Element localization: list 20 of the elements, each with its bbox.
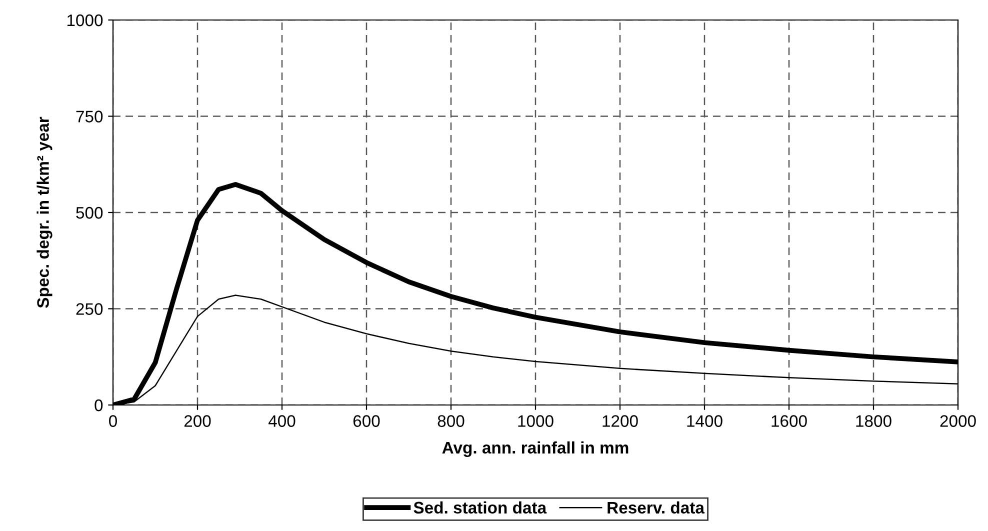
legend-label: Reserv. data [608,501,705,514]
x-tick-label: 200 [184,415,211,427]
x-tick-label: 1400 [687,415,722,427]
y-tick-label: 1000 [67,14,103,26]
y-axis-title: Spec. degr. in t/km² year [36,116,52,308]
y-tick-label: 750 [76,110,103,122]
x-tick-label: 400 [268,415,296,427]
y-tick-label: 0 [94,399,103,412]
x-tick-label: 1200 [602,415,638,427]
x-tick-label: 0 [109,415,117,427]
y-tick-label: 500 [76,206,103,219]
x-axis-title: Avg. ann. rainfall in mm [442,441,628,457]
legend-label: Sed. station data [414,501,547,514]
x-tick-label: 1600 [772,415,807,427]
x-tick-label: 1800 [856,415,892,427]
x-tick-label: 600 [353,415,380,427]
y-tick-label: 250 [76,303,103,315]
x-tick-label: 2000 [940,415,976,427]
x-tick-label: 800 [438,415,464,427]
x-tick-label: 1000 [518,415,554,427]
